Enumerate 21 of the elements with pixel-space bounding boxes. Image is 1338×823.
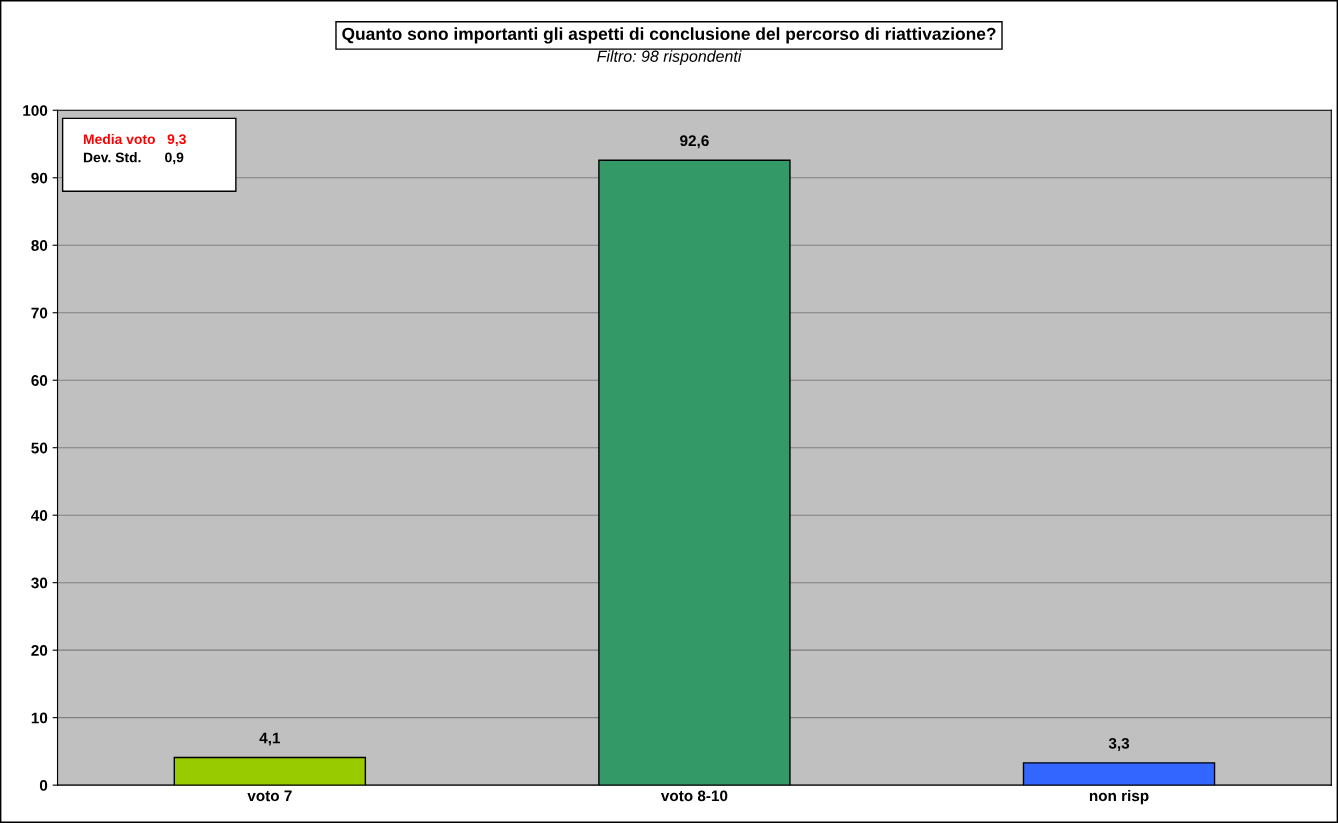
data-label: 4,1	[259, 732, 281, 746]
annotation: Media voto 9,3	[83, 133, 186, 147]
y-tick-label: 90	[31, 172, 48, 184]
y-tick-label: 50	[31, 442, 48, 454]
annotation: Dev. Std. 0,9	[83, 152, 184, 165]
x-tick-label: voto 7	[247, 790, 292, 802]
y-tick-label: 10	[31, 712, 48, 724]
y-tick-label: 30	[31, 577, 48, 589]
y-tick-label: 40	[31, 510, 48, 521]
y-tick-label: 80	[31, 240, 48, 251]
x-tick-label: non risp	[1089, 790, 1149, 805]
y-tick-label: 100	[23, 105, 48, 116]
y-tick-label: 60	[31, 375, 48, 386]
y-tick-label: 20	[31, 645, 48, 656]
data-label: 3,3	[1108, 737, 1130, 751]
x-tick-label: voto 8-10	[660, 790, 728, 802]
chart-title: Quanto sono importanti gli aspetti di conclusione del percorso di riattivazione?	[342, 27, 996, 44]
y-tick-label: 70	[31, 307, 48, 319]
chart-subtitle: Filtro: 98 rispondenti	[597, 50, 742, 66]
y-tick-label: 0	[39, 780, 48, 791]
data-label: 92,6	[680, 135, 709, 149]
